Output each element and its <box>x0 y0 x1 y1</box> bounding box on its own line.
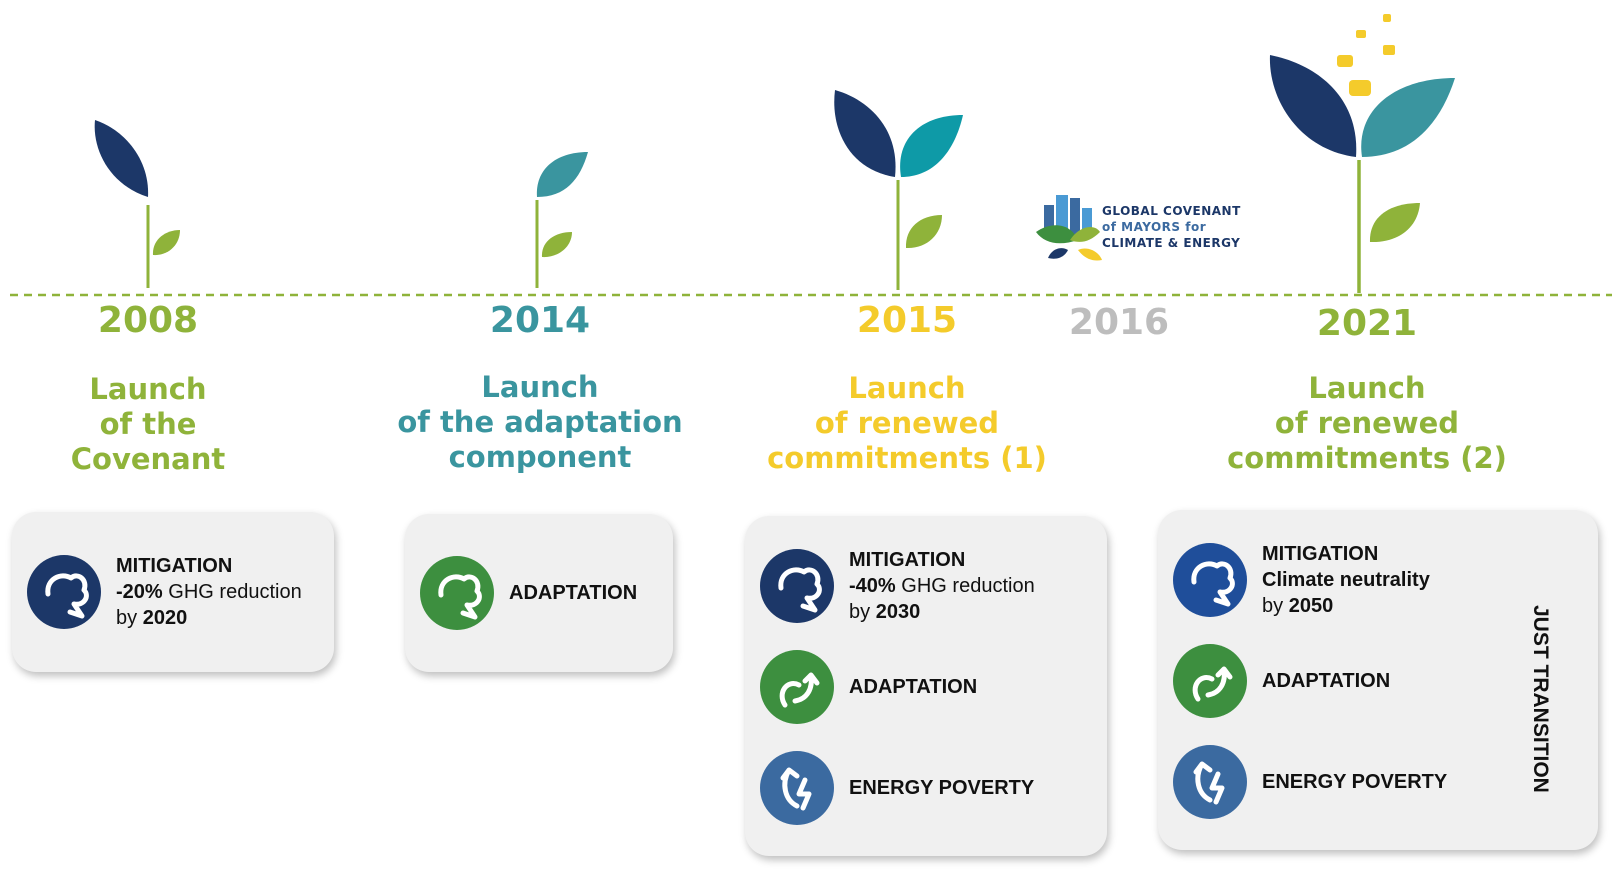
title-line: of renewed <box>1227 406 1507 441</box>
commitment-label: ADAPTATION <box>1262 668 1390 694</box>
year-label: 2021 <box>1317 303 1417 344</box>
text-segment: 2030 <box>876 599 921 625</box>
icon-circle <box>420 556 494 630</box>
page: 2008Launchof theCovenantMITIGATION-20%GH… <box>0 0 1612 891</box>
commitment-text: ADAPTATION <box>1262 668 1390 694</box>
side-label: JUST TRANSITION <box>1528 605 1552 793</box>
icon <box>759 750 835 826</box>
text-segment: GHG reduction <box>168 579 301 605</box>
commitment: ADAPTATION <box>1172 643 1584 719</box>
logo-line: CLIMATE & ENERGY <box>1102 235 1241 251</box>
icon-circle <box>760 549 834 623</box>
text-segment: by <box>116 605 137 631</box>
text-segment: by <box>1262 593 1283 619</box>
commitment: ADAPTATION <box>419 555 659 631</box>
commitment: ENERGY POVERTY <box>1172 744 1584 820</box>
commitment-label: MITIGATION <box>849 547 1035 573</box>
icon <box>419 555 495 631</box>
commitment-label: ADAPTATION <box>509 580 637 606</box>
commitment-text: ENERGY POVERTY <box>849 775 1034 801</box>
title-line: Covenant <box>71 442 226 477</box>
title-line: commitments (1) <box>767 441 1047 476</box>
text-segment: 2020 <box>143 605 188 631</box>
title-line: component <box>397 440 682 475</box>
title-line: of renewed <box>767 406 1047 441</box>
title-line: of the adaptation <box>397 405 682 440</box>
commitment-label: MITIGATION <box>116 553 302 579</box>
commitment-text: ENERGY POVERTY <box>1262 769 1447 795</box>
commitment: ENERGY POVERTY <box>759 750 1093 826</box>
logo-mark <box>1036 195 1102 261</box>
text-segment: Climate neutrality <box>1262 567 1430 593</box>
commitment: ADAPTATION <box>759 649 1093 725</box>
title-line: Launch <box>767 371 1047 406</box>
icon <box>759 649 835 725</box>
year-label: 2008 <box>98 300 198 341</box>
text-segment: -40% <box>849 573 896 599</box>
icon <box>1172 542 1248 618</box>
plant <box>1270 14 1455 293</box>
commitment-text: ADAPTATION <box>849 674 977 700</box>
icon <box>26 554 102 630</box>
logo-line: of MAYORS for <box>1102 219 1241 235</box>
title-line: of the <box>71 407 226 442</box>
commitment-label: ENERGY POVERTY <box>1262 769 1447 795</box>
title-line: commitments (2) <box>1227 441 1507 476</box>
year-label: 2014 <box>490 300 590 341</box>
plant <box>834 90 963 290</box>
logo-line: GLOBAL COVENANT <box>1102 203 1241 219</box>
title-line: Launch <box>397 370 682 405</box>
text-segment: -20% <box>116 579 163 605</box>
commitment-label: ADAPTATION <box>849 674 977 700</box>
card: ADAPTATION <box>405 514 673 672</box>
commitment-label: ENERGY POVERTY <box>849 775 1034 801</box>
icon-circle <box>760 751 834 825</box>
text-segment: GHG reduction <box>901 573 1034 599</box>
logo-text: GLOBAL COVENANT of MAYORS for CLIMATE & … <box>1102 203 1241 251</box>
icon-circle <box>1173 543 1247 617</box>
plant <box>95 120 180 288</box>
icon <box>1172 744 1248 820</box>
commitment-line: -40%GHG reduction <box>849 573 1035 599</box>
icon <box>759 548 835 624</box>
icon-circle <box>760 650 834 724</box>
year-label: 2015 <box>857 300 957 341</box>
icon-circle <box>1173 745 1247 819</box>
year-label: 2016 <box>1069 302 1169 343</box>
title-line: Launch <box>71 372 226 407</box>
commitment-line: Climate neutrality <box>1262 567 1430 593</box>
title-line: Launch <box>1227 371 1507 406</box>
commitment-text: ADAPTATION <box>509 580 637 606</box>
icon-circle <box>27 555 101 629</box>
text-segment: by <box>849 599 870 625</box>
icon-circle <box>1173 644 1247 718</box>
commitment-line: -20%GHG reduction <box>116 579 302 605</box>
commitment-label: MITIGATION <box>1262 541 1430 567</box>
icon <box>1172 643 1248 719</box>
plant <box>537 152 588 288</box>
text-segment: 2050 <box>1289 593 1334 619</box>
